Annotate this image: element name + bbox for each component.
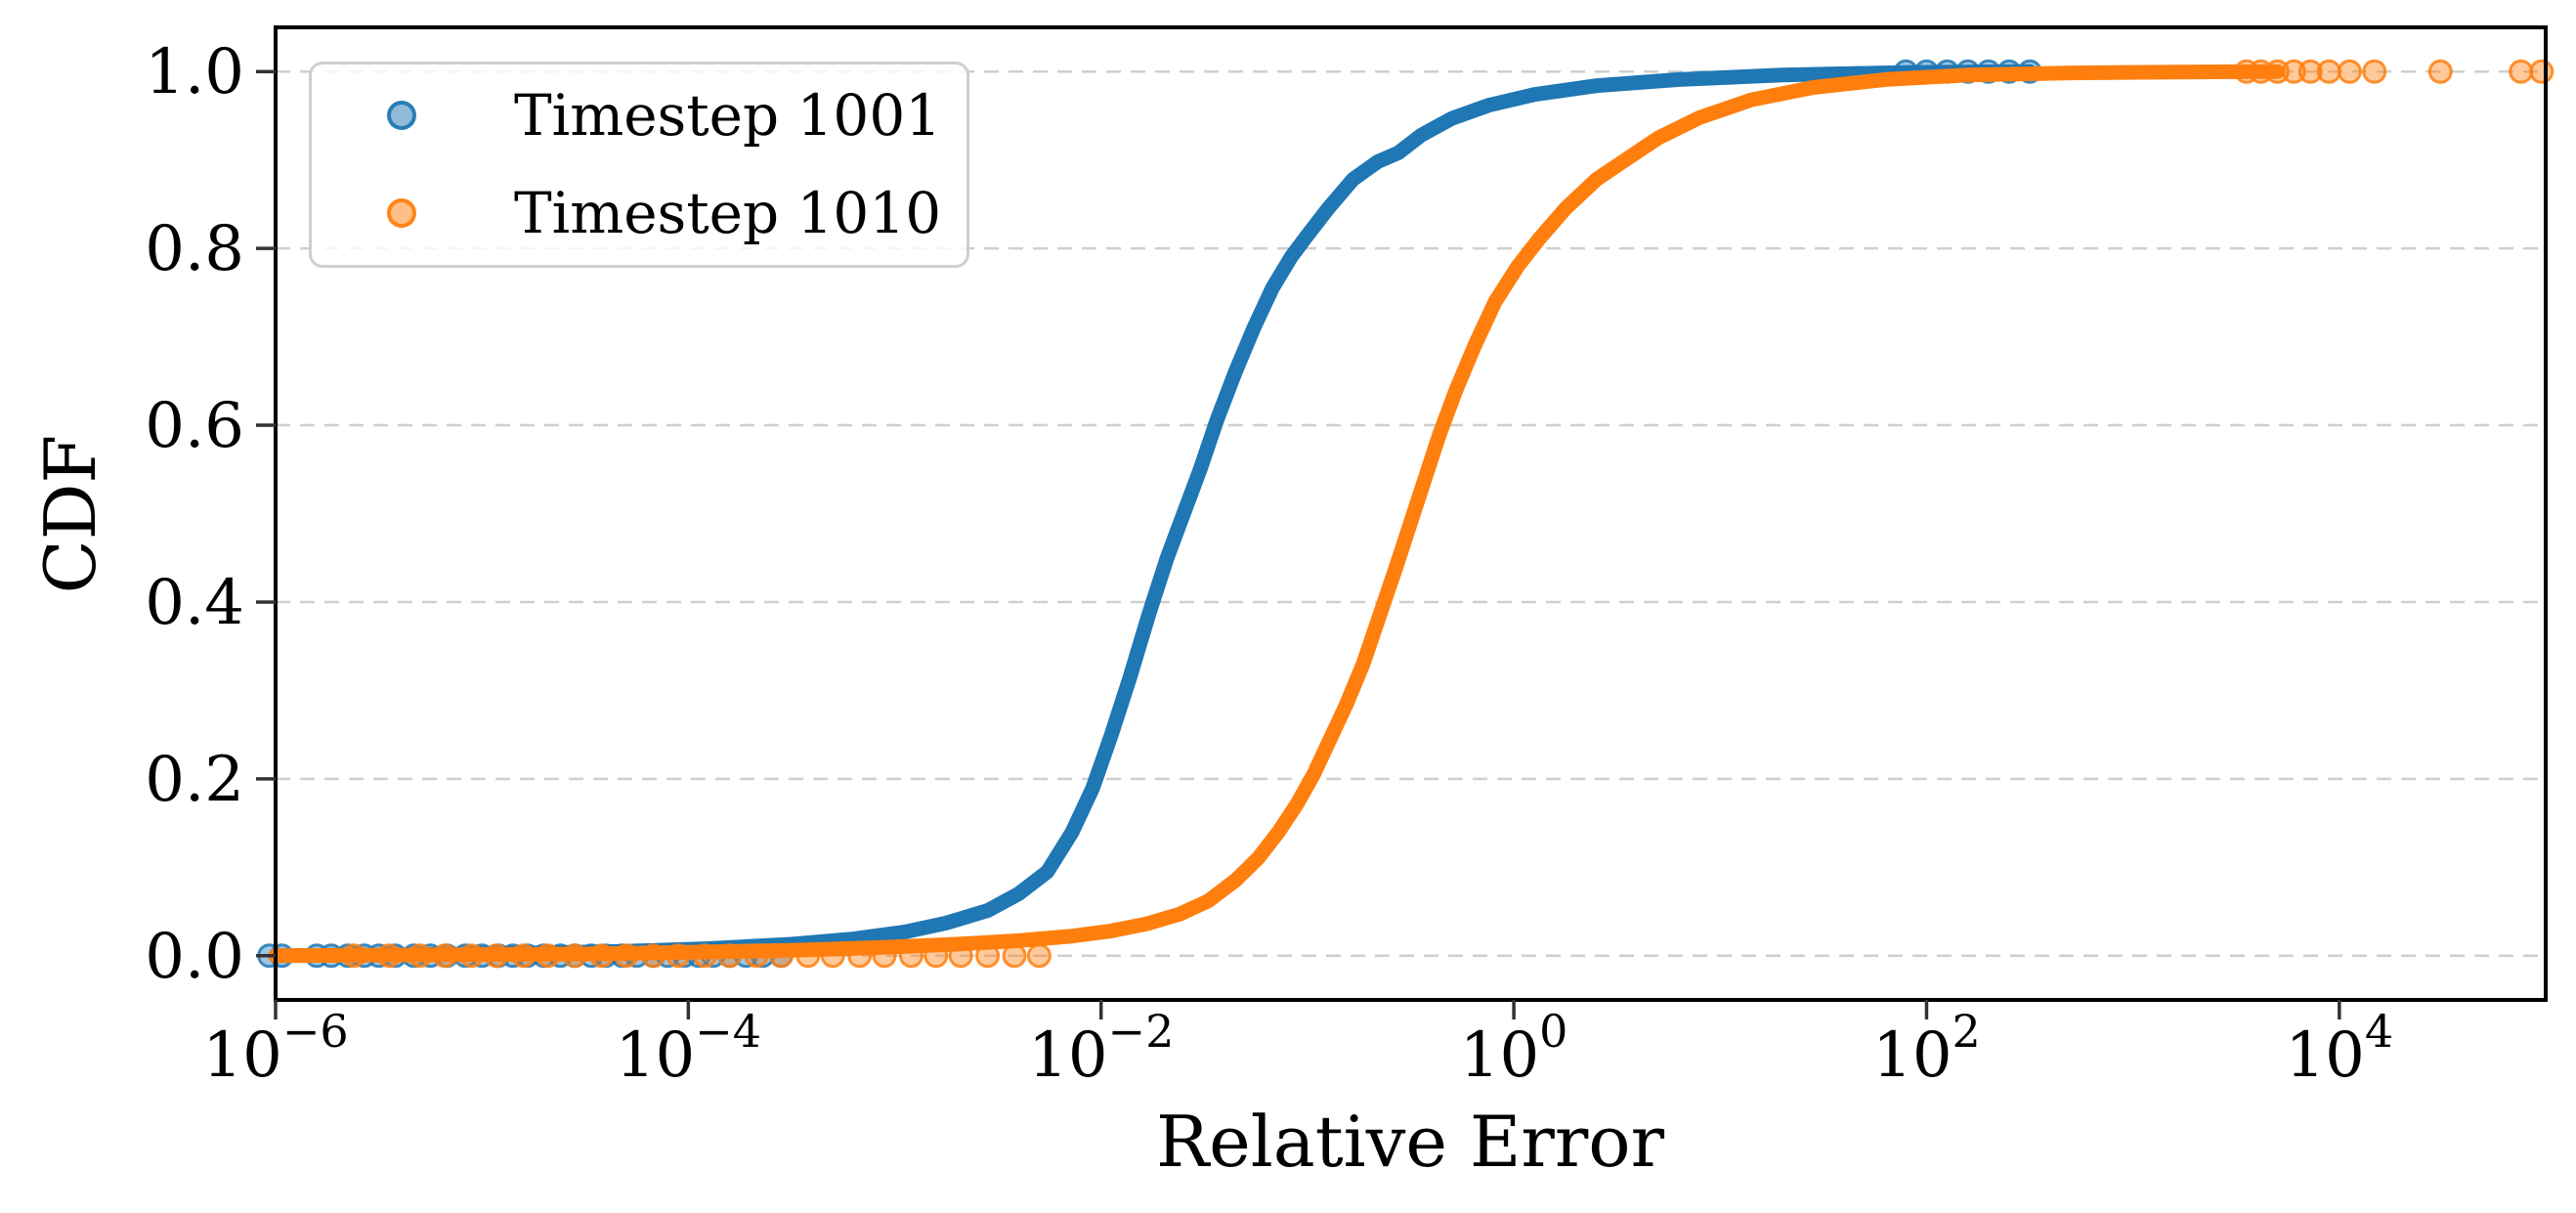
legend-entry-timestep-1001: Timestep 1001: [312, 66, 966, 164]
svg-text:0.6: 0.6: [145, 390, 244, 462]
y-axis-label: CDF: [29, 434, 111, 594]
svg-text:102: 102: [1872, 1005, 1981, 1092]
legend-entry-timestep-1010: Timestep 1010: [312, 164, 966, 262]
legend-label-timestep-1010: Timestep 1010: [514, 180, 942, 246]
svg-text:0.8: 0.8: [145, 213, 244, 285]
legend: Timestep 1001 Timestep 1010: [309, 62, 969, 268]
timestep-1001-marker-icon: [387, 101, 416, 130]
svg-text:10−4: 10−4: [616, 1005, 761, 1092]
svg-text:1.0: 1.0: [145, 36, 244, 108]
x-axis-label: Relative Error: [1155, 1101, 1665, 1183]
svg-text:10−6: 10−6: [202, 1005, 348, 1092]
timestep-1010-marker-icon: [387, 198, 416, 228]
svg-text:10−2: 10−2: [1028, 1005, 1174, 1092]
svg-text:0.2: 0.2: [145, 744, 244, 816]
svg-text:100: 100: [1460, 1005, 1568, 1092]
svg-text:104: 104: [2285, 1005, 2393, 1092]
legend-label-timestep-1001: Timestep 1001: [514, 82, 942, 149]
svg-text:0.4: 0.4: [145, 567, 244, 639]
svg-text:0.0: 0.0: [145, 921, 244, 993]
